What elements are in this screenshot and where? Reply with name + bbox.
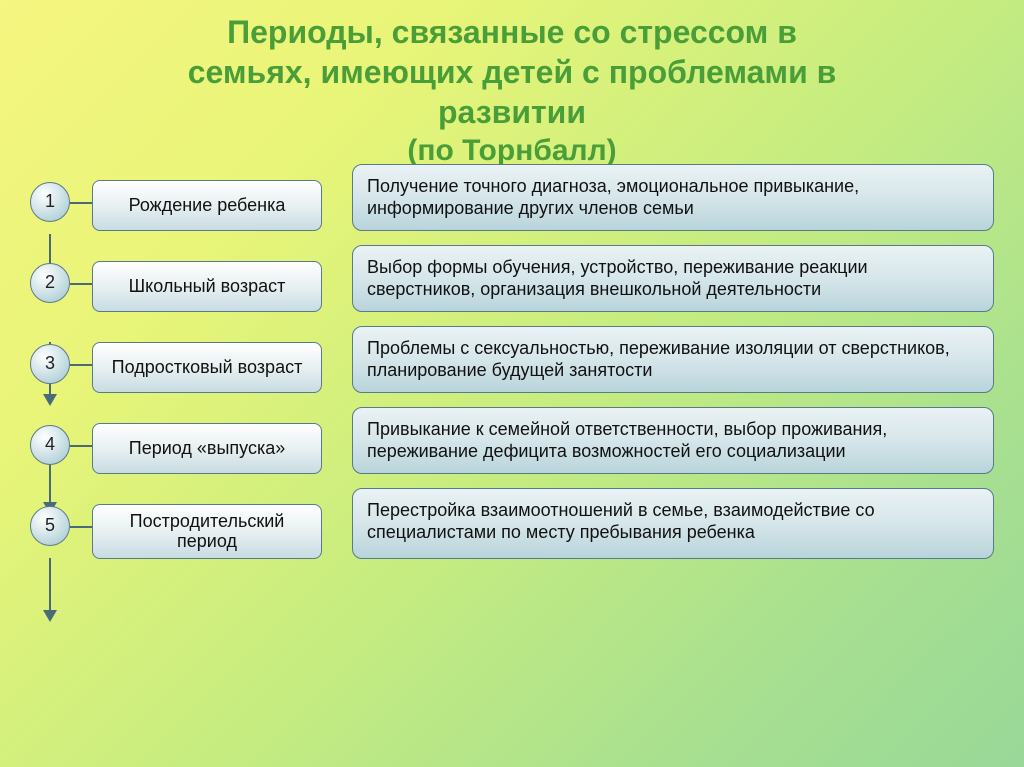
connector-2: [70, 283, 92, 285]
stage-desc-4: Привыкание к семейной ответственности, в…: [352, 407, 994, 474]
stage-label-3: Подростковый возраст: [92, 342, 322, 393]
stage-desc-2: Выбор формы обучения, устройство, пережи…: [352, 245, 994, 312]
stage-label-2: Школьный возраст: [92, 261, 322, 312]
connector-4: [70, 445, 92, 447]
stage-number-2: 2: [30, 263, 70, 303]
stage-number-1: 1: [30, 182, 70, 222]
stage-label-5: Постродительский период: [92, 504, 322, 559]
stage-number-3: 3: [30, 344, 70, 384]
connector-1: [70, 202, 92, 204]
stage-label-4: Период «выпуска»: [92, 423, 322, 474]
title-line-1: Периоды, связанные со стрессом в: [40, 12, 984, 52]
title-line-2: семьях, имеющих детей с проблемами в: [40, 52, 984, 92]
title-line-3: развитии: [40, 92, 984, 132]
stage-row-2: 2 Школьный возраст Выбор формы обучения,…: [30, 245, 994, 312]
stage-row-1: 1 Рождение ребенка Получение точного диа…: [30, 164, 994, 231]
slide-title: Периоды, связанные со стрессом в семьях,…: [0, 0, 1024, 170]
stage-desc-3: Проблемы с сексуальностью, переживание и…: [352, 326, 994, 393]
stage-row-5: 5 Постродительский период Перестройка вз…: [30, 488, 994, 559]
stage-number-4: 4: [30, 425, 70, 465]
stage-desc-5: Перестройка взаимоотношений в семье, вза…: [352, 488, 994, 559]
stage-row-3: 3 Подростковый возраст Проблемы с сексуа…: [30, 326, 994, 393]
stage-desc-1: Получение точного диагноза, эмоционально…: [352, 164, 994, 231]
connector-5: [70, 526, 92, 528]
arrowhead-4: [43, 610, 57, 622]
stress-periods-diagram: 1 Рождение ребенка Получение точного диа…: [0, 164, 1024, 593]
stage-label-1: Рождение ребенка: [92, 180, 322, 231]
stage-number-5: 5: [30, 506, 70, 546]
connector-3: [70, 364, 92, 366]
flow-line-4: [49, 558, 51, 612]
stage-row-4: 4 Период «выпуска» Привыкание к семейной…: [30, 407, 994, 474]
arrowhead-2: [43, 394, 57, 406]
